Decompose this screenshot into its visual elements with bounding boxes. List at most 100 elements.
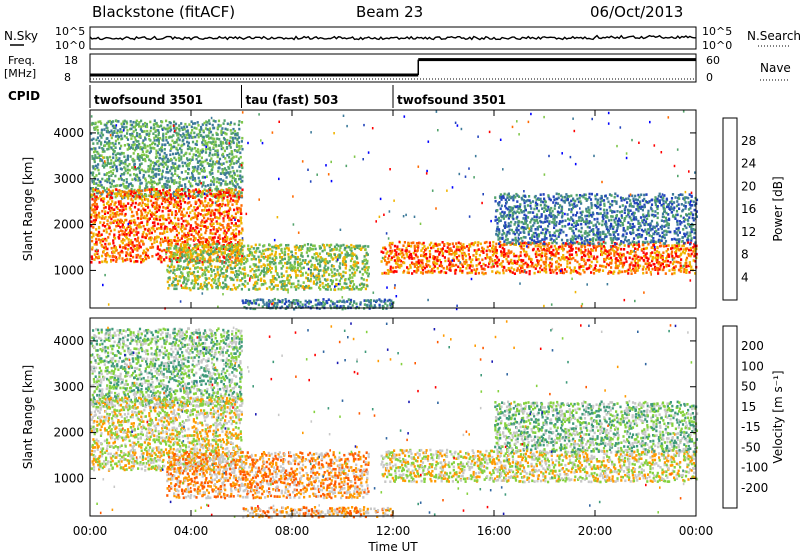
echo-cell [136,132,139,135]
echo-cell [459,245,462,249]
echo-cell [113,251,116,254]
echo-cell [180,122,183,125]
echo-cell [169,193,172,196]
echo-cell [496,218,499,221]
echo-cell [149,165,152,169]
echo-cell [149,159,152,163]
echo-cell [286,261,289,265]
echo-cell [198,259,201,263]
echo-cell [224,180,227,183]
echo-cell [518,268,521,272]
echo-cell [96,150,99,154]
echo-cell [234,275,237,279]
echo-cell [274,277,277,280]
echo-cell [166,180,169,183]
echo-cell [228,152,231,156]
echo-cell [569,271,572,275]
echo-cell [144,193,147,197]
echo-cell [220,163,223,166]
echo-cell [157,129,160,132]
echo-cell [509,243,512,246]
echo-cell [220,212,223,216]
echo-cell [187,207,190,210]
echo-cell [189,211,192,214]
echo-cell [141,158,145,161]
echo-cell [685,258,688,262]
echo-cell [145,232,148,236]
echo-cell [133,148,136,152]
echo-cell [129,173,132,177]
echo-cell [636,247,639,251]
echo-cell [222,196,225,200]
echo-cell [230,248,233,252]
echo-cell [90,224,93,228]
echo-cell [287,255,290,259]
echo-cell [528,255,531,258]
echo-cell [184,286,187,290]
echo-cell [361,260,364,263]
echo-cell [190,255,193,259]
echo-cell [229,253,232,256]
echo-cell [97,214,100,217]
echo-cell [93,176,96,179]
echo-cell [218,259,221,262]
echo-cell [228,218,231,222]
echo-cell [158,169,161,172]
echo-cell [543,245,546,248]
echo-cell [141,150,144,154]
echo-cell [283,282,286,286]
echo-cell [225,231,228,234]
echo-cell [659,241,662,244]
echo-cell [95,228,98,231]
echo-cell [230,232,233,236]
echo-cell [521,270,524,273]
echo-cell [126,258,129,261]
echo-cell [583,251,586,254]
echo-cell [201,209,204,212]
echo-cell [345,250,348,254]
echo-cell [109,181,112,185]
echo-cell [218,195,221,198]
echo-cell [198,198,201,202]
echo-cell [338,265,341,268]
echo-cell [237,123,240,127]
echo-cell [318,269,321,273]
echo-cell [166,157,169,161]
echo-cell [673,271,676,275]
echo-cell [213,177,216,181]
echo-cell [503,255,506,258]
echo-cell [415,242,419,245]
echo-cell [158,205,161,209]
echo-cell [299,270,302,274]
echo-cell [301,247,304,250]
echo-cell [223,256,226,260]
echo-cell [537,262,540,266]
echo-cell [132,120,135,124]
echo-cell [207,210,210,214]
echo-cell [518,264,521,268]
echo-cell [533,242,536,245]
echo-cell [624,256,627,260]
echo-cell [218,247,221,250]
echo-cell [140,168,143,172]
echo-cell [298,258,302,261]
echo-cell [521,198,524,201]
echo-cell [121,125,124,128]
echo-cell [586,252,589,256]
echo-cell [127,185,130,188]
echo-cell [139,217,143,220]
echo-cell [180,148,183,152]
echo-cell [120,190,123,193]
echo-cell [280,256,283,259]
echo-cell [220,251,223,254]
echo-cell [406,271,409,274]
echo-cell [514,236,517,240]
echo-cell [583,254,586,257]
echo-cell [125,125,128,129]
echo-cell [163,217,166,221]
echo-cell [179,252,182,255]
echo-cell [419,264,422,267]
echo-cell [271,245,274,249]
echo-cell [342,274,345,278]
echo-cell [578,271,581,275]
